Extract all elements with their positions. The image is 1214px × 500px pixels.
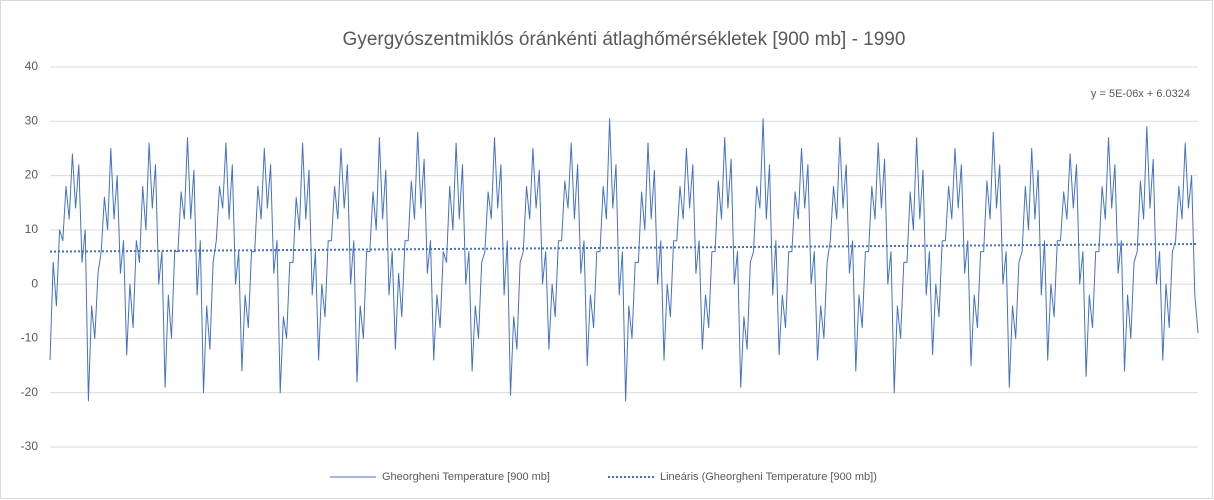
legend-label: Lineáris (Gheorgheni Temperature [900 mb…	[660, 471, 877, 483]
y-tick-label: 0	[31, 276, 38, 290]
y-tick-label: 20	[25, 168, 39, 182]
trend-equation: y = 5E-06x + 6.0324	[1091, 88, 1190, 100]
data-line	[49, 118, 1199, 402]
y-tick-label: 40	[25, 59, 39, 73]
y-tick-label: 10	[25, 222, 39, 236]
legend-label: Gheorgheni Temperature [900 mb]	[382, 471, 550, 483]
trend-line	[49, 243, 1199, 253]
y-tick-label: 30	[25, 113, 39, 127]
y-tick-label: -30	[21, 439, 39, 453]
y-tick-label: -10	[21, 331, 39, 345]
chart-title: Gyergyószentmiklós óránkénti átlaghőmérs…	[343, 29, 906, 50]
y-tick-label: -20	[21, 385, 39, 399]
